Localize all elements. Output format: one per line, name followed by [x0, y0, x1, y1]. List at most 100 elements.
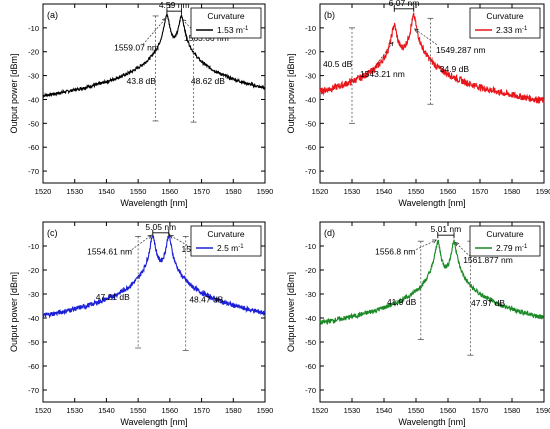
x-tick-label: 1570	[472, 406, 489, 415]
annotation-arrowhead	[454, 241, 460, 247]
peak-annotation: 47.21 dB	[96, 292, 130, 302]
x-tick-label: 1520	[312, 406, 329, 415]
y-tick-label: -20	[28, 48, 39, 57]
y-tick-label: -50	[305, 119, 316, 128]
y-tick-label: -10	[28, 24, 39, 33]
spacing-label: 5.01 nm	[431, 224, 462, 234]
y-tick-label: -40	[28, 95, 39, 104]
legend-box	[190, 225, 262, 257]
y-tick-label: -70	[28, 386, 39, 395]
chart-panel-4: 1520 1530 1540 1550 1560 1570 1580 1590 -10 -20 -3…	[286, 221, 550, 427]
legend-value-sup: -1	[238, 244, 244, 250]
peak-annotation: 1554.61 nm	[87, 246, 132, 256]
x-tick-label: 1580	[504, 406, 521, 415]
x-tick-label: 1570	[472, 187, 489, 196]
annotation-arrow	[169, 234, 191, 248]
x-tick-label: 1520	[312, 187, 329, 196]
y-axis-label: Output power [dBm]	[9, 272, 19, 352]
legend-box	[469, 7, 541, 39]
peak-annotation: 1549.287 nm	[436, 45, 486, 55]
spacing-label: 6.07 nm	[389, 0, 420, 8]
legend-value: 2.33 m-1	[496, 25, 528, 35]
y-tick-label: -20	[305, 48, 316, 57]
legend-title: Curvature	[207, 11, 245, 21]
peak-annotation: 40.5 dB	[323, 59, 353, 69]
legend-value-sup: -1	[522, 26, 528, 32]
peak-annotation: 41.9 dB	[387, 297, 417, 307]
panel-label: (b)	[324, 10, 335, 20]
panel-label: (a)	[47, 10, 58, 20]
peak-annotation: 48.47 dB	[189, 294, 223, 304]
x-tick-label: 1580	[504, 187, 521, 196]
x-tick-label: 1590	[257, 406, 274, 415]
x-tick-label: 1570	[193, 187, 210, 196]
y-tick-label: -60	[28, 143, 39, 152]
x-tick-label: 1530	[344, 406, 361, 415]
y-tick-label: -40	[28, 314, 39, 323]
x-tick-label: 1520	[35, 187, 52, 196]
legend-value-sup: -1	[243, 26, 249, 32]
y-tick-label: -30	[28, 290, 39, 299]
x-tick-label: 1560	[440, 406, 457, 415]
x-tick-label: 1530	[344, 187, 361, 196]
x-tick-label: 1580	[225, 187, 242, 196]
y-axis-label: Output power [dBm]	[286, 53, 296, 133]
spectrum-series-line	[42, 233, 266, 319]
x-axis-label: Wavelength [nm]	[120, 417, 187, 427]
annotation-arrowhead	[181, 18, 187, 24]
annotation-arrowhead	[413, 28, 419, 33]
spacing-label: 4.59 nm	[159, 0, 190, 10]
x-tick-label: 1540	[98, 406, 115, 415]
x-tick-label: 1590	[536, 406, 550, 415]
y-axis-label: Output power [dBm]	[286, 272, 296, 352]
legend-value: 2.79 m-1	[496, 243, 528, 253]
y-tick-label: -10	[305, 24, 316, 33]
peak-annotation: 34.9 dB	[440, 64, 470, 74]
spectrum-series-line	[319, 12, 545, 104]
chart-panel-1: 1520 1530 1540 1550 1560 1570 1580 1590 -10 -20 -3…	[9, 0, 273, 208]
y-tick-label: -60	[305, 362, 316, 371]
annotation-arrow	[131, 234, 152, 250]
x-tick-label: 1540	[376, 406, 393, 415]
y-axis-label: Output power [dBm]	[9, 53, 19, 133]
legend-box	[469, 225, 541, 257]
legend-title: Curvature	[207, 229, 245, 239]
plot-frame	[42, 3, 266, 184]
annotation-arrowhead	[432, 239, 437, 244]
y-tick-label: -60	[305, 143, 316, 152]
legend-value-sup: -1	[522, 244, 528, 250]
x-tick-label: 1560	[162, 187, 179, 196]
y-tick-label: -10	[305, 242, 316, 251]
y-tick-label: -30	[305, 72, 316, 81]
legend-value: 1.53 m-1	[217, 25, 249, 35]
x-tick-label: 1560	[162, 406, 179, 415]
x-tick-label: 1540	[98, 187, 115, 196]
y-tick-label: -30	[28, 72, 39, 81]
peak-annotation: 43.8 dB	[127, 76, 157, 86]
spectrum-series-line	[42, 13, 266, 98]
annotation-arrowhead	[169, 234, 174, 239]
y-tick-label: -10	[28, 242, 39, 251]
x-tick-label: 1520	[35, 406, 52, 415]
x-axis-label: Wavelength [nm]	[398, 198, 465, 208]
annotation-arrowhead	[147, 234, 153, 239]
peak-annotation: 48.62 dB	[191, 76, 225, 86]
annotation-arrowhead	[389, 41, 394, 47]
x-tick-label: 1560	[440, 187, 457, 196]
x-tick-label: 1570	[193, 406, 210, 415]
x-tick-label: 1550	[130, 187, 147, 196]
x-tick-label: 1530	[66, 406, 83, 415]
x-tick-label: 1580	[225, 406, 242, 415]
y-tick-label: -50	[28, 119, 39, 128]
plot-frame	[319, 3, 545, 184]
y-tick-label: -70	[28, 167, 39, 176]
y-tick-label: -50	[28, 338, 39, 347]
y-tick-label: -20	[305, 266, 316, 275]
x-axis-label: Wavelength [nm]	[398, 417, 465, 427]
y-tick-label: -50	[305, 338, 316, 347]
x-tick-label: 1550	[408, 406, 425, 415]
x-tick-label: 1590	[257, 187, 274, 196]
spectrum-series-line	[319, 239, 545, 326]
annotation-arrow	[372, 41, 394, 70]
